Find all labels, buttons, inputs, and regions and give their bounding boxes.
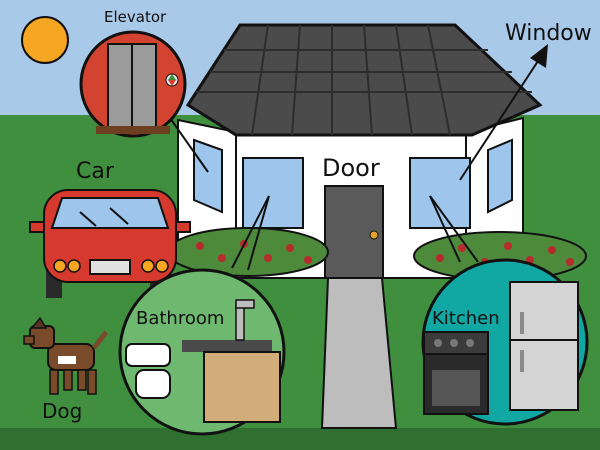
label-elevator: Elevator: [104, 8, 167, 26]
ground-strip: [0, 428, 600, 450]
front-path: [320, 277, 398, 429]
label-dog: Dog: [42, 399, 82, 423]
elevator-callout: [79, 30, 187, 138]
car-icon: [29, 189, 191, 298]
label-car: Car: [76, 159, 115, 184]
refrigerator: [509, 281, 579, 411]
label-window: Window: [505, 21, 592, 46]
pointer-lines: [169, 57, 541, 271]
door-knob: [369, 230, 379, 240]
label-bathroom: Bathroom: [136, 308, 224, 329]
window-left-side: [193, 138, 223, 214]
kitchen-callout: [421, 258, 589, 426]
stove: [423, 331, 489, 415]
window-right-side: [487, 138, 513, 214]
label-door: Door: [322, 154, 380, 182]
roof-tiles: [196, 24, 532, 136]
roof: [185, 23, 543, 137]
sun-icon: [21, 16, 69, 64]
toilet: [125, 343, 171, 399]
window-front-left: [242, 157, 304, 229]
vanity: [182, 299, 281, 423]
dog-icon: [23, 316, 108, 395]
elevator-icon: [96, 43, 179, 134]
bathroom-callout: [118, 268, 286, 436]
arrow-icon: [530, 44, 548, 68]
label-kitchen: Kitchen: [432, 308, 500, 329]
